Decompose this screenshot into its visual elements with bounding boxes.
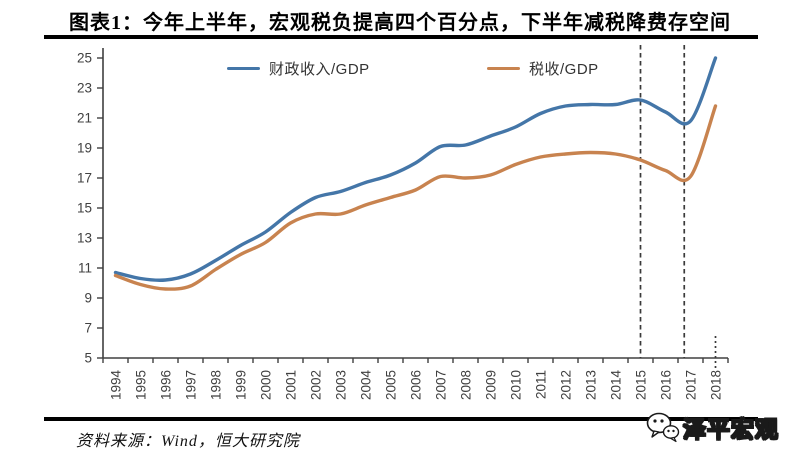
svg-text:17: 17 bbox=[77, 171, 92, 186]
svg-text:2007: 2007 bbox=[434, 370, 449, 400]
svg-text:2005: 2005 bbox=[384, 370, 399, 400]
fiscal-revenue-line bbox=[113, 56, 718, 282]
source-note: 资料来源：Wind，恒大研究院 bbox=[76, 433, 300, 450]
svg-text:2018: 2018 bbox=[709, 370, 724, 400]
svg-text:25: 25 bbox=[77, 51, 92, 66]
svg-text:7: 7 bbox=[84, 321, 92, 336]
svg-text:2016: 2016 bbox=[659, 370, 674, 400]
svg-text:1996: 1996 bbox=[159, 370, 174, 400]
svg-text:2017: 2017 bbox=[684, 370, 699, 400]
svg-text:2008: 2008 bbox=[459, 370, 474, 400]
tax-line bbox=[113, 104, 718, 291]
brand-logo: 泽平宏观 bbox=[646, 410, 779, 444]
legend-label-tax: 税收/GDP bbox=[529, 61, 599, 78]
svg-text:11: 11 bbox=[78, 261, 92, 276]
svg-text:21: 21 bbox=[77, 111, 92, 126]
legend-item-fiscal: 财政收入/GDP bbox=[227, 58, 370, 79]
svg-text:15: 15 bbox=[77, 201, 92, 216]
legend-item-tax: 税收/GDP bbox=[487, 58, 599, 79]
x-axis-labels: 1994 1995 1996 1997 1998 1999 2000 2001 2002 2003… bbox=[109, 370, 724, 401]
x-axis-ticks bbox=[102, 358, 729, 363]
svg-text:5: 5 bbox=[84, 351, 92, 366]
svg-text:19: 19 bbox=[77, 141, 92, 156]
svg-text:2015: 2015 bbox=[634, 370, 649, 400]
footer-divider bbox=[44, 417, 758, 421]
svg-text:23: 23 bbox=[77, 81, 92, 96]
fiscal-revenue-line-swatch bbox=[227, 66, 260, 71]
brand-logo-text: 泽平宏观 bbox=[682, 415, 779, 442]
svg-text:2012: 2012 bbox=[559, 370, 574, 400]
svg-text:1994: 1994 bbox=[109, 370, 124, 401]
legend-label-fiscal: 财政收入/GDP bbox=[269, 61, 370, 78]
svg-text:1998: 1998 bbox=[209, 370, 224, 400]
svg-text:2014: 2014 bbox=[609, 370, 624, 401]
svg-text:1995: 1995 bbox=[134, 370, 149, 400]
svg-text:9: 9 bbox=[84, 291, 92, 306]
svg-text:2000: 2000 bbox=[259, 370, 274, 400]
svg-text:2006: 2006 bbox=[409, 370, 424, 400]
svg-text:2009: 2009 bbox=[484, 370, 499, 400]
y-axis-labels: 5 7 9 11 13 15 17 19 21 23 25 bbox=[77, 51, 103, 366]
svg-text:2003: 2003 bbox=[334, 370, 349, 400]
wechat-icon bbox=[646, 412, 680, 443]
svg-text:1999: 1999 bbox=[234, 370, 249, 400]
svg-text:2001: 2001 bbox=[284, 370, 299, 400]
svg-text:2013: 2013 bbox=[584, 370, 599, 400]
chart-title: 图表1：今年上半年，宏观税负提高四个百分点，下半年减税降费存空间 bbox=[69, 12, 731, 34]
svg-text:1997: 1997 bbox=[184, 370, 199, 400]
svg-text:2011: 2011 bbox=[534, 370, 549, 399]
svg-text:2004: 2004 bbox=[359, 370, 374, 401]
axes bbox=[102, 48, 728, 359]
annotation-vlines bbox=[639, 45, 717, 371]
svg-text:2010: 2010 bbox=[509, 370, 524, 400]
svg-text:13: 13 bbox=[77, 231, 92, 246]
title-divider bbox=[44, 35, 758, 39]
svg-text:2002: 2002 bbox=[309, 370, 324, 400]
tax-line-swatch bbox=[487, 66, 520, 71]
